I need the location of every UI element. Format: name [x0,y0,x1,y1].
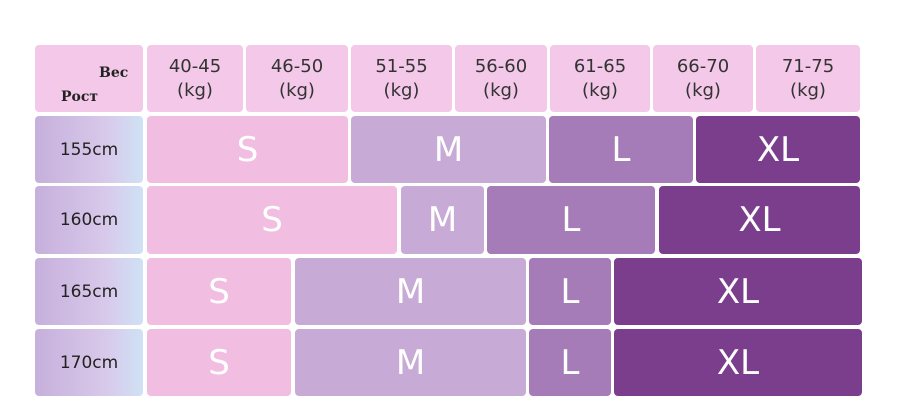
corner-weight: Вес [99,65,129,81]
corner-height: Рост [61,89,99,105]
size-cell: XL [614,258,862,325]
size-cell: S [147,329,291,396]
weight-range: 71-75 [781,55,835,77]
size-cell: L [487,186,655,254]
weight-range: 66-70 [676,55,730,77]
weight-range: 51-55 [375,55,428,77]
weight-header: 51-55 (kg) [351,45,452,112]
weight-unit: (kg) [383,79,420,101]
weight-header: 61-65 (kg) [550,45,650,112]
size-cell: S [147,116,348,183]
size-cell: L [529,258,611,325]
weight-unit: (kg) [685,79,721,101]
size-cell: S [147,258,291,325]
corner-cell: Вес Рост [35,45,143,112]
height-label: 170cm [35,329,143,396]
size-cell: L [529,329,611,396]
weight-range: 46-50 [270,55,324,77]
size-cell: S [147,186,397,254]
size-cell: M [351,116,546,183]
size-cell: L [549,116,693,183]
weight-unit: (kg) [279,79,315,101]
weight-unit: (kg) [483,79,519,101]
weight-range: 40-45 [168,55,222,77]
weight-header: 40-45 (kg) [147,45,243,112]
size-cell: XL [614,329,862,396]
height-label: 165cm [35,258,143,325]
weight-header: 56-60 (kg) [455,45,547,112]
height-label: 160cm [35,186,143,254]
weight-range: 56-60 [474,55,528,77]
size-cell: M [295,258,526,325]
weight-range: 61-65 [573,55,627,77]
size-cell: M [401,186,484,254]
size-cell: M [295,329,526,396]
weight-header: 71-75 (kg) [756,45,860,112]
weight-unit: (kg) [582,79,618,101]
size-cell: XL [696,116,860,183]
weight-unit: (kg) [177,79,213,101]
height-label: 155cm [35,116,143,183]
weight-header: 46-50 (kg) [246,45,348,112]
size-cell: XL [659,186,860,254]
weight-unit: (kg) [790,79,826,101]
weight-header: 66-70 (kg) [653,45,753,112]
